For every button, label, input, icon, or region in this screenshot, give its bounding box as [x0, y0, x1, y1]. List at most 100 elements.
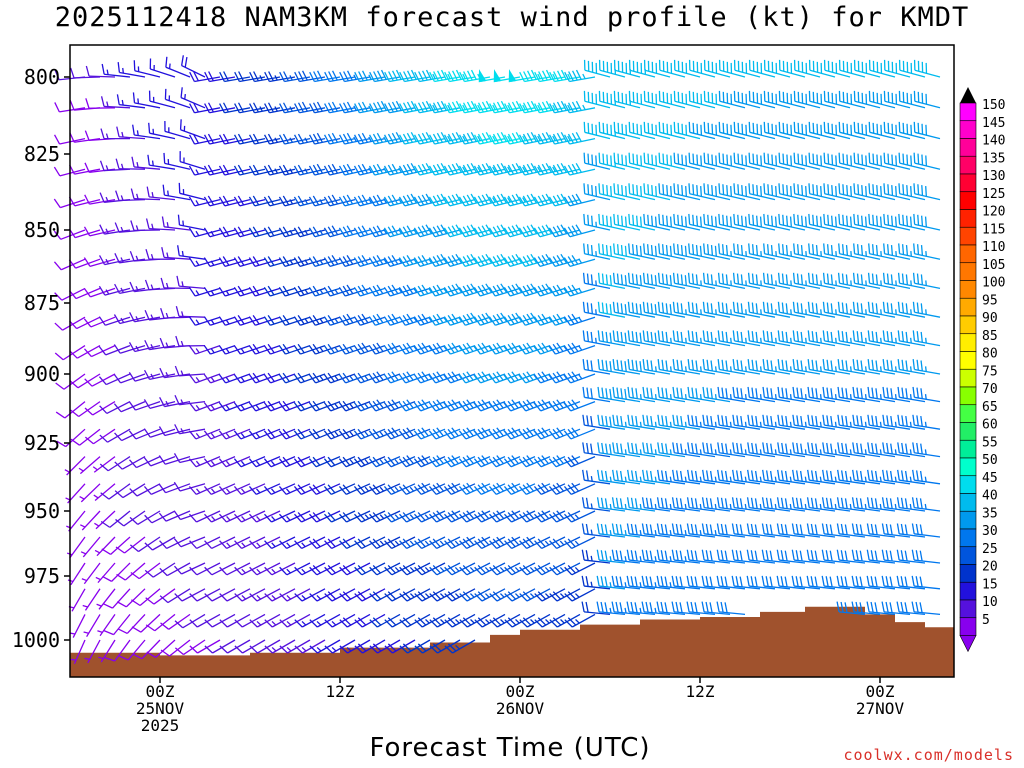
- wind-barb: [717, 301, 746, 318]
- wind-barb: [354, 639, 386, 654]
- wind-barb: [444, 588, 476, 602]
- wind-barb: [145, 588, 176, 605]
- wind-barb: [626, 549, 656, 564]
- colorbar-top-arrow: [960, 87, 976, 103]
- wind-barb: [233, 483, 266, 495]
- wind-barb: [145, 218, 176, 231]
- wind-barb: [763, 183, 791, 201]
- wind-barb: [837, 442, 866, 458]
- wind-barb: [881, 497, 911, 512]
- wind-barb: [85, 65, 116, 78]
- wind-barb: [203, 133, 236, 145]
- wind-barb: [748, 152, 776, 170]
- wind-barb: [703, 90, 731, 109]
- colorbar-swatch: [959, 510, 977, 530]
- wind-barb: [793, 152, 821, 170]
- wind-barb: [428, 455, 461, 468]
- wind-barb: [807, 442, 836, 458]
- wind-barb: [912, 469, 941, 485]
- wind-barb: [837, 359, 866, 375]
- wind-barb: [898, 90, 926, 109]
- wind-barb: [793, 59, 821, 78]
- wind-barb: [128, 372, 161, 382]
- wind-barb: [489, 562, 521, 576]
- wind-barb: [821, 497, 851, 512]
- colorbar-swatch: [959, 191, 977, 210]
- wind-barb: [776, 523, 806, 538]
- wind-barb: [626, 497, 656, 512]
- wind-barb: [189, 510, 221, 523]
- wind-barb: [673, 121, 701, 140]
- wind-barb: [399, 588, 431, 602]
- wind-barb: [913, 243, 941, 260]
- wind-barb: [309, 536, 341, 549]
- wind-barb: [762, 469, 791, 485]
- wind-barb: [882, 386, 911, 403]
- wind-barb: [808, 152, 836, 170]
- wind-barb: [806, 497, 836, 512]
- wind-barb: [732, 386, 761, 403]
- wind-barb: [488, 482, 521, 495]
- wind-barb: [100, 128, 130, 140]
- wind-barb: [882, 330, 911, 347]
- wind-barb: [248, 428, 281, 440]
- wind-barb: [564, 510, 596, 523]
- colorbar-label: 100: [982, 276, 1005, 291]
- wind-barb: [823, 152, 851, 170]
- wind-barb: [792, 301, 821, 318]
- wind-barb: [94, 510, 116, 530]
- wind-barb: [642, 386, 671, 403]
- wind-barb: [534, 588, 566, 602]
- wind-barb: [838, 183, 866, 201]
- wind-barb: [80, 510, 101, 531]
- wind-barb: [673, 243, 701, 260]
- wind-barb: [518, 482, 551, 495]
- wind-barb: [143, 369, 176, 381]
- wind-barb: [643, 183, 671, 201]
- wind-barb: [339, 613, 371, 628]
- wind-barb: [563, 427, 596, 440]
- wind-barb: [101, 536, 131, 555]
- wind-barb: [339, 562, 371, 576]
- wind-barb: [98, 255, 131, 266]
- wind-barb: [762, 272, 791, 290]
- wind-barb: [493, 69, 521, 83]
- wind-barb: [898, 213, 926, 231]
- wind-barb: [806, 575, 836, 590]
- wind-barb: [354, 588, 386, 602]
- wind-barb: [117, 613, 146, 634]
- wind-barb: [611, 575, 641, 590]
- wind-barb: [104, 639, 131, 662]
- wind-barb: [777, 330, 806, 347]
- wind-barb: [883, 121, 911, 140]
- wind-barb: [702, 330, 731, 347]
- wind-barb: [218, 456, 251, 468]
- wind-barb: [852, 386, 881, 403]
- wind-barb: [611, 549, 641, 564]
- wind-barb: [882, 301, 911, 318]
- wind-barb: [218, 428, 251, 440]
- colorbar-label: 90: [982, 311, 998, 326]
- wind-barb: [717, 330, 746, 347]
- wind-barb: [701, 523, 731, 538]
- wind-barb: [837, 386, 866, 403]
- wind-barb: [822, 359, 851, 375]
- wind-barb: [174, 613, 206, 629]
- wind-barb: [369, 536, 401, 549]
- wind-barb: [898, 152, 926, 170]
- wind-barb: [249, 639, 281, 654]
- wind-barb: [115, 510, 146, 527]
- axes: 800825850875900925950975100000Z25NOV2025…: [12, 65, 905, 735]
- wind-barb: [597, 301, 626, 318]
- wind-barb: [92, 456, 116, 473]
- wind-barb: [114, 483, 146, 499]
- wind-barb: [264, 613, 296, 628]
- wind-barb: [145, 613, 176, 632]
- colorbar-swatch: [959, 457, 977, 477]
- wind-barb: [84, 373, 116, 387]
- wind-barb: [219, 510, 251, 523]
- wind-barb: [309, 562, 341, 576]
- wind-barb: [503, 482, 536, 495]
- wind-barb: [703, 243, 731, 260]
- wind-barb: [837, 469, 866, 485]
